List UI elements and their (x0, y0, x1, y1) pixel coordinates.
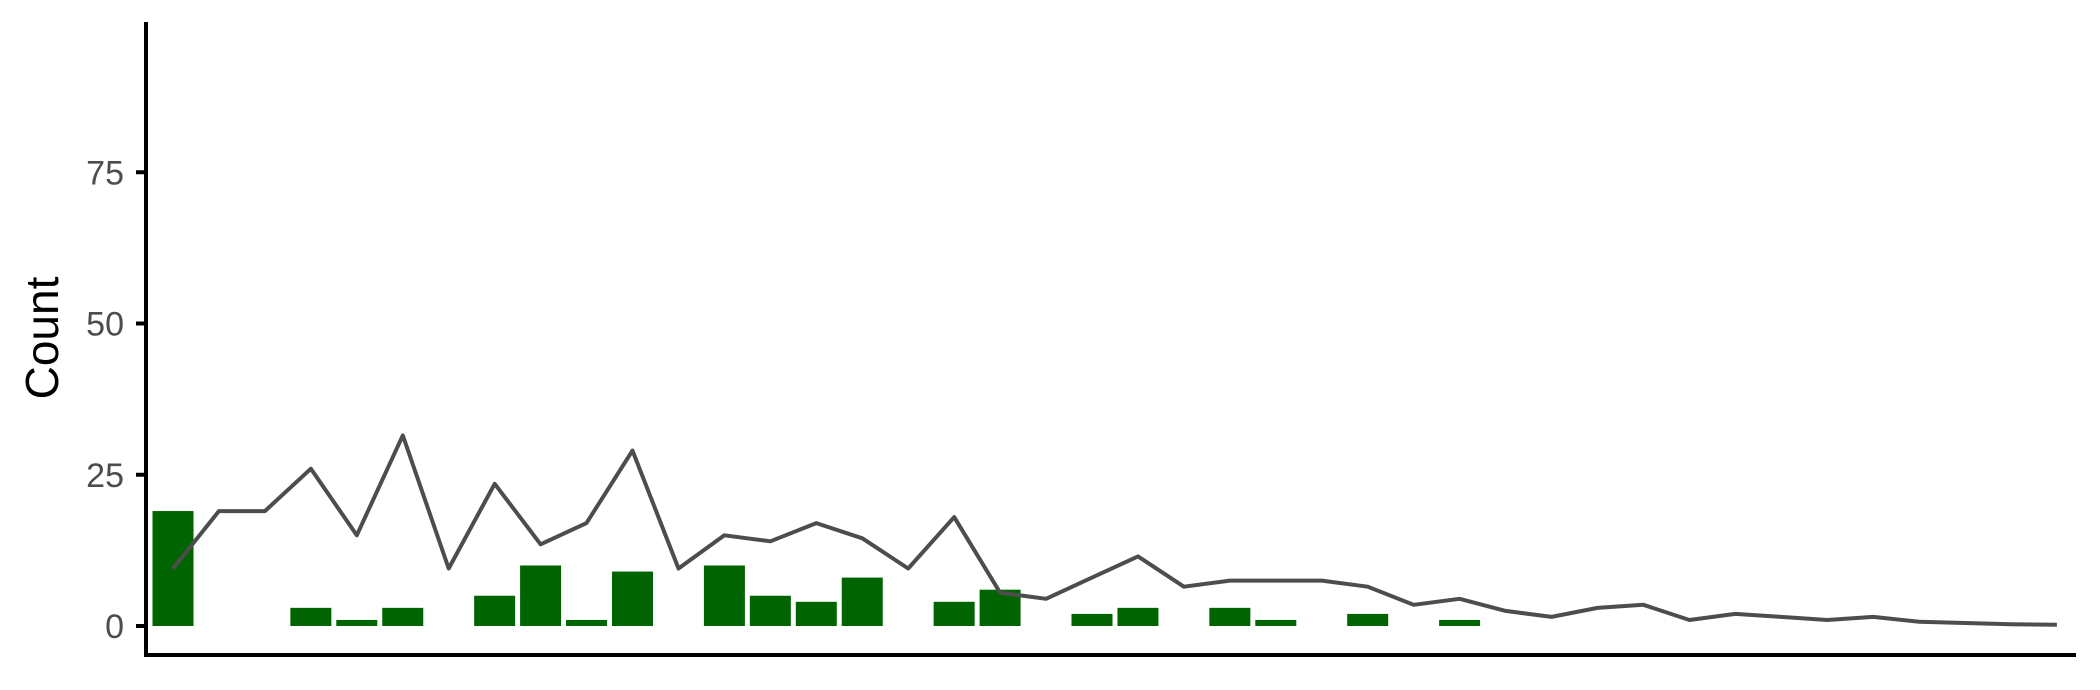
bar (1255, 619, 1297, 626)
bar (566, 619, 608, 626)
bar (290, 607, 332, 626)
y-tick-label: 0 (105, 608, 124, 646)
bar (1117, 607, 1159, 626)
bar (474, 595, 516, 626)
y-axis-ticks: 0 25 50 75 (86, 154, 146, 646)
bar (933, 601, 975, 626)
bar (795, 601, 837, 626)
bar (1071, 613, 1113, 626)
bar (336, 619, 378, 626)
bar (1209, 607, 1251, 626)
bar (1347, 613, 1389, 626)
bar (841, 577, 883, 626)
bar (152, 511, 194, 626)
bar (1439, 619, 1481, 626)
bar (520, 565, 562, 626)
bar-series (152, 511, 1481, 626)
bar (382, 607, 424, 626)
line-series (171, 433, 2057, 627)
y-tick-label: 50 (86, 306, 124, 344)
y-tick-label: 75 (86, 154, 124, 192)
bar (612, 571, 653, 626)
y-axis-title: Count (16, 276, 68, 399)
bar (703, 565, 745, 626)
bar (749, 595, 791, 626)
y-tick-label: 25 (86, 457, 124, 495)
